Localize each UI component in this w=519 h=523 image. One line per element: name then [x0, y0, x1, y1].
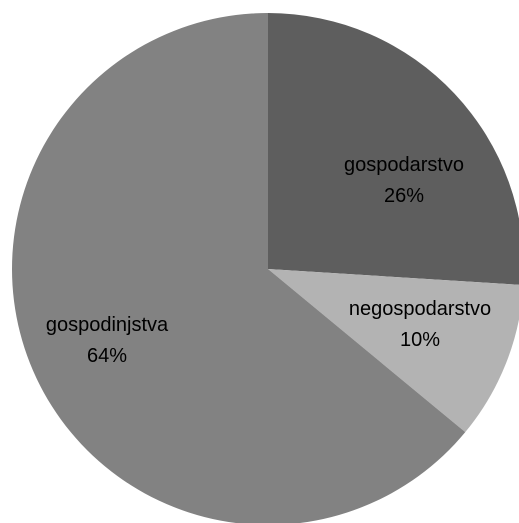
pie-slice-negospodarstvo: [268, 269, 519, 433]
pie-slice-gospodarstvo: [268, 13, 519, 285]
slice-label-gospodinjstva: gospodinjstva: [46, 314, 169, 336]
slice-label-gospodarstvo: gospodarstvo: [344, 154, 464, 176]
slice-percent-gospodarstvo: 26%: [384, 185, 424, 207]
slice-percent-negospodarstvo: 10%: [400, 329, 440, 351]
slice-label-negospodarstvo: negospodarstvo: [349, 298, 491, 320]
slice-percent-gospodinjstva: 64%: [87, 345, 127, 367]
pie-slice-gospodinjstva: [12, 13, 466, 523]
